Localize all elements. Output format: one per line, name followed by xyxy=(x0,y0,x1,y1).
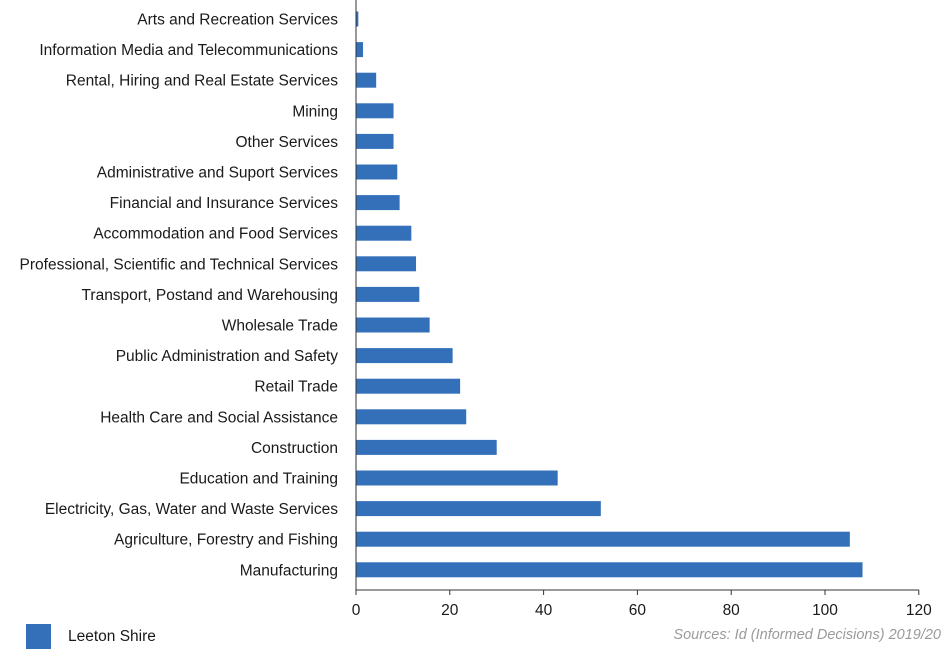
category-label: Transport, Postand and Warehousing xyxy=(82,287,338,304)
bar-9 xyxy=(356,286,420,302)
category-label: Other Services xyxy=(235,134,338,151)
bar-12 xyxy=(356,378,461,394)
legend-label: Leeton Shire xyxy=(68,627,156,645)
category-label: Electricity, Gas, Water and Waste Servic… xyxy=(45,501,338,518)
category-label: Accommodation and Food Services xyxy=(93,226,338,243)
bar-14 xyxy=(356,439,497,455)
bar-15 xyxy=(356,470,558,486)
legend: Leeton Shire xyxy=(26,624,156,649)
category-label: Education and Training xyxy=(179,471,338,488)
x-tick-label: 100 xyxy=(812,602,838,618)
bar-13 xyxy=(356,409,467,425)
category-labels: Arts and Recreation Services Information … xyxy=(20,12,339,580)
category-label: Agriculture, Forestry and Fishing xyxy=(114,532,338,549)
bar-1 xyxy=(356,42,364,58)
bar-18 xyxy=(356,562,863,578)
category-label: Financial and Insurance Services xyxy=(110,195,339,212)
x-tick-label: 80 xyxy=(723,602,741,618)
category-label: Information Media and Telecommunications xyxy=(39,42,338,59)
legend-swatch xyxy=(26,624,51,649)
bar-4 xyxy=(356,133,394,149)
x-axis-ticks: 0 20 40 60 80 100 120 xyxy=(352,590,932,618)
bar-5 xyxy=(356,164,398,180)
bar-7 xyxy=(356,225,412,241)
bar-16 xyxy=(356,501,601,517)
category-label: Construction xyxy=(251,440,338,457)
category-label: Wholesale Trade xyxy=(222,318,338,335)
category-label: Health Care and Social Assistance xyxy=(100,409,338,426)
source-note: Sources: Id (Informed Decisions) 2019/20 xyxy=(673,627,941,643)
x-tick-label: 120 xyxy=(906,602,932,618)
bar-6 xyxy=(356,195,400,211)
bars-group xyxy=(356,11,863,578)
category-label: Mining xyxy=(292,103,338,120)
bar-0 xyxy=(356,11,359,27)
bar-2 xyxy=(356,72,377,88)
category-label: Arts and Recreation Services xyxy=(137,12,338,29)
x-tick-label: 0 xyxy=(352,602,361,618)
category-label: Retail Trade xyxy=(254,379,338,396)
category-label: Manufacturing xyxy=(240,562,338,579)
bar-3 xyxy=(356,103,394,119)
x-tick-label: 20 xyxy=(441,602,459,618)
x-tick-label: 60 xyxy=(629,602,647,618)
x-tick-label: 40 xyxy=(535,602,553,618)
bar-chart: Arts and Recreation Services Information … xyxy=(20,0,932,618)
bar-11 xyxy=(356,348,453,364)
bar-10 xyxy=(356,317,430,333)
bar-8 xyxy=(356,256,417,272)
category-label: Public Administration and Safety xyxy=(116,348,339,365)
category-label: Rental, Hiring and Real Estate Services xyxy=(66,73,338,90)
category-label: Professional, Scientific and Technical S… xyxy=(20,256,339,273)
category-label: Administrative and Suport Services xyxy=(97,165,338,182)
bar-17 xyxy=(356,531,850,547)
